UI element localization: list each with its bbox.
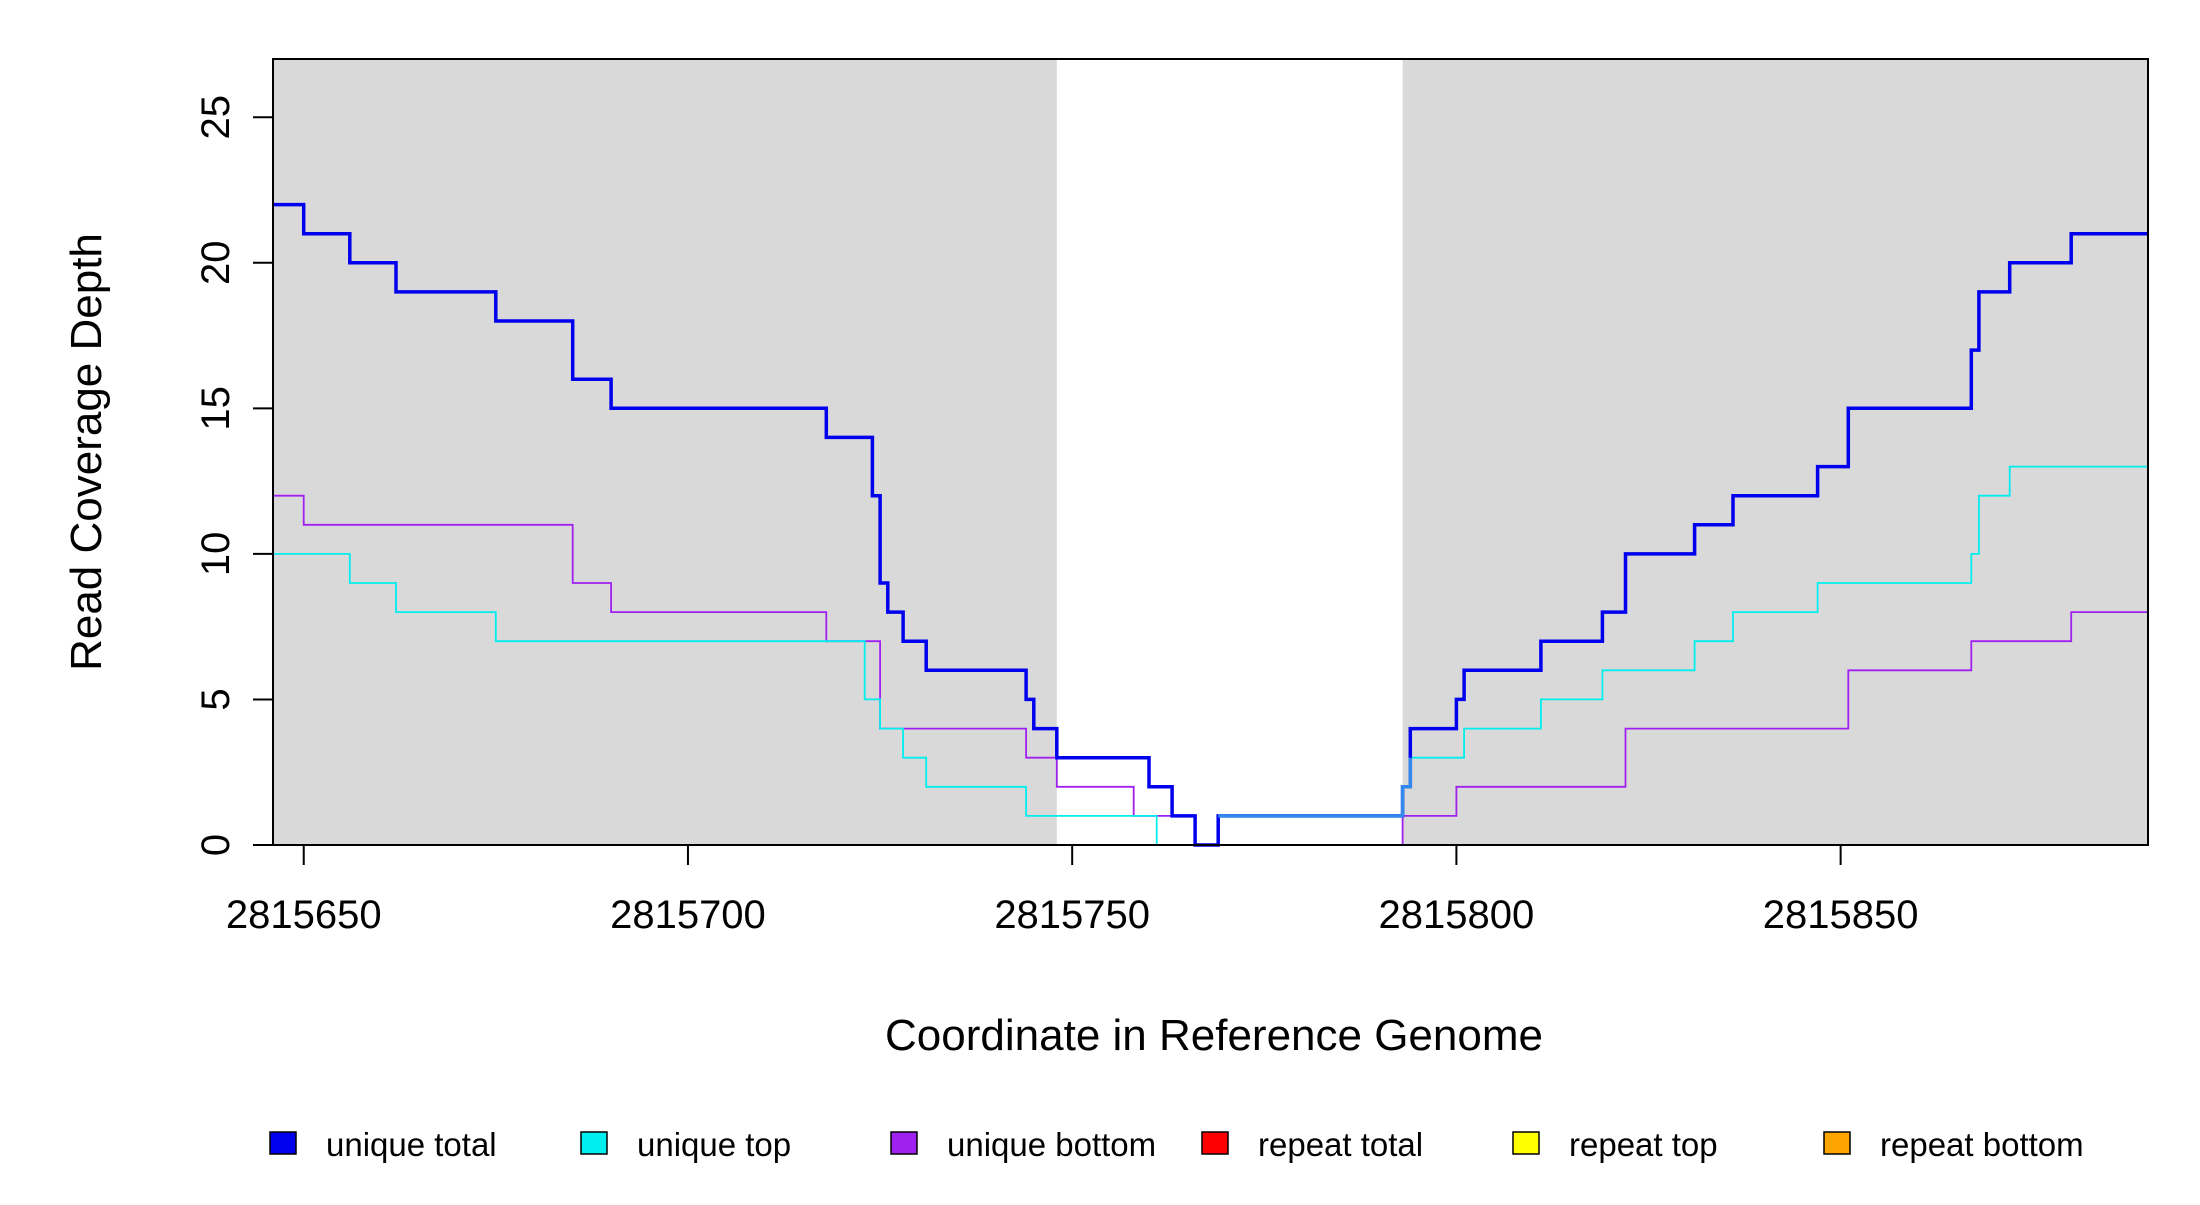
legend-label: unique total xyxy=(326,1126,497,1163)
shaded-region-1 xyxy=(273,59,1057,845)
legend-label: repeat top xyxy=(1569,1126,1718,1163)
x-tick-label: 2815750 xyxy=(994,893,1150,937)
legend-swatch xyxy=(1823,1131,1851,1155)
y-axis-title: Read Coverage Depth xyxy=(62,233,111,671)
y-axis: 0 5 10 15 20 25 xyxy=(194,95,274,856)
shaded-region-2 xyxy=(1402,59,2148,845)
y-tick-label: 10 xyxy=(194,532,238,577)
legend-label: unique top xyxy=(637,1126,791,1163)
legend-swatch xyxy=(580,1131,608,1155)
x-tick-label: 2815650 xyxy=(226,893,382,937)
legend-label: unique bottom xyxy=(947,1126,1156,1163)
legend-swatch xyxy=(1201,1131,1229,1155)
legend-swatch xyxy=(890,1131,918,1155)
y-tick-label: 15 xyxy=(194,386,238,431)
x-tick-label: 2815850 xyxy=(1763,893,1919,937)
x-axis-title: Coordinate in Reference Genome xyxy=(885,1011,1543,1060)
y-tick-label: 25 xyxy=(194,95,238,140)
series-line-unique-total xyxy=(273,202,2148,847)
series-line-overlap xyxy=(1218,757,1413,818)
legend-swatch xyxy=(1512,1131,1540,1155)
y-tick-label: 0 xyxy=(194,834,238,856)
legend-label: repeat total xyxy=(1258,1126,1423,1163)
x-tick-label: 2815700 xyxy=(610,893,766,937)
y-tick-label: 20 xyxy=(194,241,238,286)
series-line-unique-bottom xyxy=(273,494,2148,846)
legend-swatch xyxy=(269,1131,297,1155)
x-axis: 2815650 2815700 2815750 2815800 2815850 xyxy=(226,844,1919,937)
x-tick-label: 2815800 xyxy=(1379,893,1535,937)
legend-label: repeat bottom xyxy=(1880,1126,2084,1163)
y-tick-label: 5 xyxy=(194,688,238,710)
shaded-regions xyxy=(273,59,2148,845)
legend: unique total unique top unique bottom repea… xyxy=(269,1126,2084,1163)
